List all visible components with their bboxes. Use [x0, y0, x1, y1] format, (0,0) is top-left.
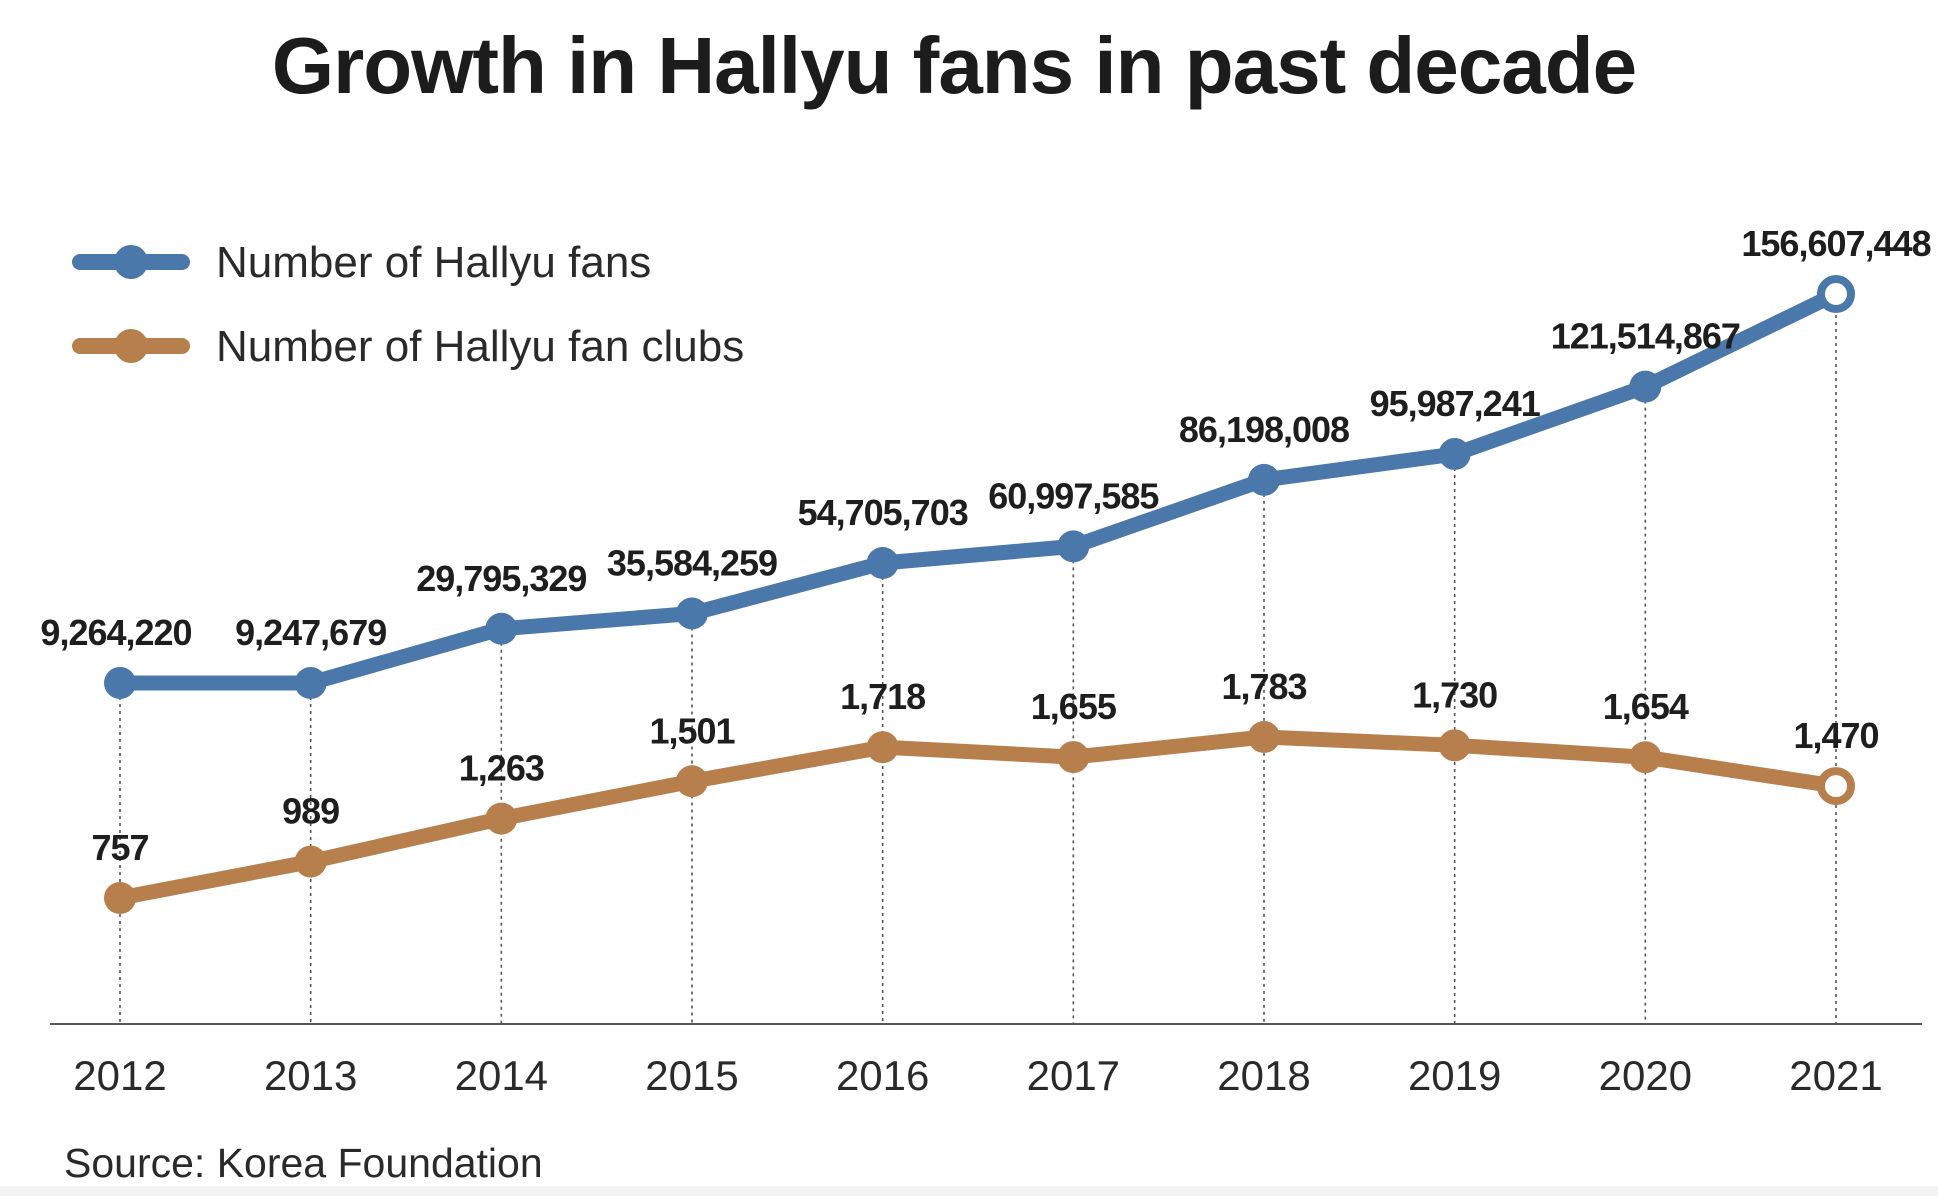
point-number-of-hallyu-fans-2013: [294, 667, 327, 699]
data-label-number-of-hallyu-fan-clubs-2014: 1,263: [459, 748, 544, 789]
legend-swatch-marker: [114, 329, 148, 363]
data-label-number-of-hallyu-fan-clubs-2012: 757: [91, 827, 148, 868]
data-label-number-of-hallyu-fan-clubs-2021: 1,470: [1793, 715, 1878, 756]
point-number-of-hallyu-fans-2014: [485, 612, 518, 645]
point-number-of-hallyu-fan-clubs-2015: [676, 765, 708, 798]
legend-item-number-of-hallyu-fan-clubs: Number of Hallyu fan clubs: [72, 322, 744, 371]
point-number-of-hallyu-fan-clubs-2014: [485, 802, 518, 835]
series-line-number-of-hallyu-fan-clubs: [112, 729, 1844, 906]
page-bottom-strip: [0, 1186, 1938, 1196]
legend-item-number-of-hallyu-fans: Number of Hallyu fans: [72, 238, 651, 287]
x-tick-label-2020: 2020: [1599, 1052, 1692, 1099]
point-number-of-hallyu-fans-2018: [1248, 463, 1280, 496]
x-tick-label-2017: 2017: [1027, 1052, 1120, 1099]
x-tick-label-2012: 2012: [73, 1052, 166, 1099]
data-label-number-of-hallyu-fan-clubs-2020: 1,654: [1603, 686, 1689, 727]
data-label-number-of-hallyu-fans-2017: 60,997,585: [988, 475, 1159, 516]
point-number-of-hallyu-fan-clubs-2019: [1438, 729, 1471, 762]
data-label-number-of-hallyu-fans-2020: 121,514,867: [1551, 316, 1740, 357]
data-label-number-of-hallyu-fan-clubs-2019: 1,730: [1412, 674, 1497, 715]
legend: Number of Hallyu fans Number of Hallyu fa…: [72, 238, 744, 371]
point-number-of-hallyu-fans-2015: [676, 597, 708, 630]
x-tick-label-2021: 2021: [1789, 1052, 1882, 1099]
point-number-of-hallyu-fan-clubs-2016: [866, 731, 899, 764]
data-label-number-of-hallyu-fans-2021: 156,607,448: [1741, 223, 1930, 264]
data-label-number-of-hallyu-fan-clubs-2016: 1,718: [840, 676, 925, 717]
point-number-of-hallyu-fans-2017: [1057, 530, 1090, 563]
series-layer: 9,264,220 9,247,679 29,795,329 35,584,259 54…: [40, 223, 1932, 914]
data-label-number-of-hallyu-fans-2013: 9,247,679: [235, 612, 386, 653]
point-number-of-hallyu-fan-clubs-2013: [294, 845, 327, 878]
point-number-of-hallyu-fan-clubs-2021: [1817, 767, 1855, 806]
source-note: Source: Korea Foundation: [64, 1140, 543, 1186]
point-number-of-hallyu-fans-2020: [1629, 370, 1662, 403]
point-number-of-hallyu-fans-2021: [1817, 275, 1855, 313]
data-label-number-of-hallyu-fan-clubs-2015: 1,501: [649, 710, 735, 751]
legend-label: Number of Hallyu fan clubs: [216, 322, 744, 371]
x-tick-label-2018: 2018: [1217, 1052, 1310, 1099]
chart-title: Growth in Hallyu fans in past decade: [271, 21, 1637, 110]
data-label-number-of-hallyu-fans-2015: 35,584,259: [607, 542, 777, 583]
data-label-number-of-hallyu-fans-2019: 95,987,241: [1370, 383, 1541, 424]
point-number-of-hallyu-fan-clubs-2020: [1629, 741, 1662, 774]
x-tick-label-2014: 2014: [455, 1052, 548, 1099]
point-number-of-hallyu-fans-2012: [104, 666, 136, 699]
point-number-of-hallyu-fans-2016: [866, 547, 899, 579]
series-number-of-hallyu-fan-clubs: 757 989 1,263 1,501 1,718 1,655 1,783 1,730 1,65…: [91, 666, 1880, 914]
series-number-of-hallyu-fans: 9,264,220 9,247,679 29,795,329 35,584,259 54…: [40, 223, 1932, 699]
x-tick-label-2013: 2013: [264, 1052, 357, 1099]
data-label-number-of-hallyu-fans-2012: 9,264,220: [40, 612, 191, 653]
point-number-of-hallyu-fan-clubs-2012: [104, 882, 136, 914]
data-label-number-of-hallyu-fans-2016: 54,705,703: [798, 492, 968, 533]
legend-label: Number of Hallyu fans: [216, 238, 651, 287]
x-tick-label-2016: 2016: [836, 1052, 929, 1099]
point-number-of-hallyu-fan-clubs-2018: [1248, 721, 1280, 753]
legend-swatch-marker: [114, 245, 148, 279]
series-line-number-of-hallyu-fans: [112, 286, 1844, 691]
data-label-number-of-hallyu-fans-2018: 86,198,008: [1179, 409, 1349, 450]
x-tick-labels: 2012 2013 2014 2015 2016 2017 2018 2019 2020 2021: [73, 1052, 1882, 1099]
x-tick-label-2015: 2015: [645, 1052, 738, 1099]
point-number-of-hallyu-fan-clubs-2017: [1057, 741, 1090, 774]
data-label-number-of-hallyu-fan-clubs-2018: 1,783: [1221, 666, 1306, 707]
data-label-number-of-hallyu-fans-2014: 29,795,329: [416, 558, 586, 599]
data-label-number-of-hallyu-fan-clubs-2013: 989: [282, 791, 339, 832]
x-tick-label-2019: 2019: [1408, 1052, 1501, 1099]
point-number-of-hallyu-fans-2019: [1438, 438, 1471, 471]
data-label-number-of-hallyu-fan-clubs-2017: 1,655: [1031, 686, 1117, 727]
